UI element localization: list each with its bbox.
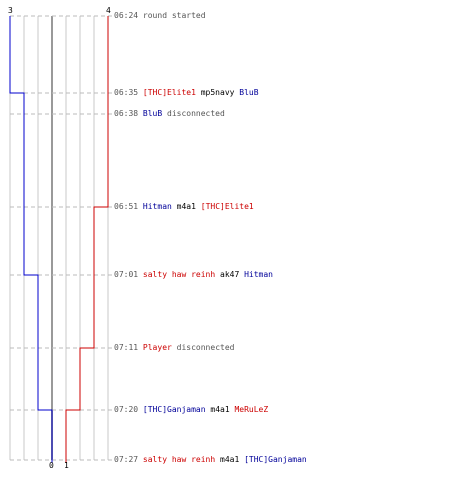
event-part: m4a1 — [210, 405, 230, 414]
red-start-count: 4 — [106, 6, 111, 15]
event-time: 06:51 — [114, 202, 139, 211]
event-part: [THC]Ganjaman — [142, 405, 206, 414]
event-time: 07:20 — [114, 405, 139, 414]
event-part: round started — [142, 11, 206, 20]
event-part: disconnected — [176, 343, 235, 352]
blue-end-count: 0 — [49, 461, 54, 470]
event-time: 06:24 — [114, 11, 139, 20]
event-part: ak47 — [220, 270, 240, 279]
event-part: m4a1 — [176, 202, 196, 211]
event-time: 06:38 — [114, 109, 139, 118]
event-row: 06:35 [THC]Elite1 mp5navy BluB — [114, 88, 259, 98]
event-part: [THC]Elite1 — [142, 88, 196, 97]
event-part: salty haw reinh — [142, 455, 216, 464]
team-count-lines — [9, 16, 109, 463]
event-time: 07:01 — [114, 270, 139, 279]
event-part: m4a1 — [220, 455, 240, 464]
event-row: 06:38 BluB disconnected — [114, 109, 225, 119]
event-row: 06:24 round started — [114, 11, 206, 21]
event-part: [THC]Ganjaman — [244, 455, 307, 464]
event-part: BluB — [239, 88, 259, 97]
event-row: 07:11 Player disconnected — [114, 343, 234, 353]
event-row: 07:01 salty haw reinh ak47 Hitman — [114, 270, 273, 280]
event-part: BluB — [142, 109, 163, 118]
event-part: mp5navy — [200, 88, 235, 97]
event-part: Hitman — [142, 202, 172, 211]
event-part: [THC]Elite1 — [200, 202, 254, 211]
event-time: 07:11 — [114, 343, 139, 352]
event-time: 07:27 — [114, 455, 139, 464]
event-row: 07:20 [THC]Ganjaman m4a1 MeRuLeZ — [114, 405, 268, 415]
red-end-count: 1 — [64, 461, 69, 470]
blue-team-line — [9, 16, 53, 463]
blue-start-count: 3 — [8, 6, 13, 15]
event-part: Player — [142, 343, 172, 352]
event-part: MeRuLeZ — [234, 405, 269, 414]
event-part: salty haw reinh — [142, 270, 216, 279]
event-part: disconnected — [167, 109, 225, 118]
red-team-line — [65, 16, 109, 463]
event-guide-lines — [10, 15, 112, 461]
event-row: 07:27 salty haw reinh m4a1 [THC]Ganjaman — [114, 455, 307, 465]
timeline-grid — [9, 16, 109, 460]
event-row: 06:51 Hitman m4a1 [THC]Elite1 — [114, 202, 254, 212]
event-part: Hitman — [244, 270, 273, 279]
event-time: 06:35 — [114, 88, 139, 97]
